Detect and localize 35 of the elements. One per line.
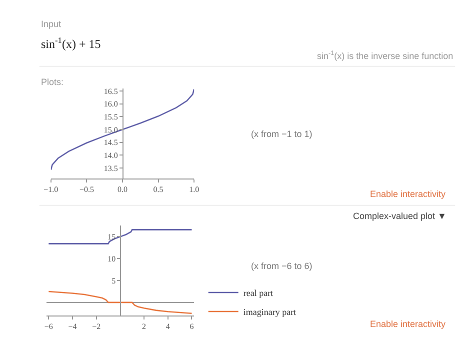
x-tick-label: 6	[190, 322, 194, 332]
text: Enable interactivity	[370, 189, 446, 199]
y-tick-label: 14.5	[104, 138, 118, 148]
x-tick-label: −2	[92, 322, 101, 332]
x-tick-label: −4	[68, 322, 77, 332]
text: Input	[41, 19, 62, 29]
y-tick-label: 16.0	[104, 100, 118, 109]
x-tick-label: −6	[44, 322, 53, 332]
text: sin$^{-1}$(x) is the inverse sine function	[317, 50, 454, 61]
line-series	[50, 88, 194, 170]
text: sin$^{-1}$(x) + 15	[41, 36, 101, 52]
line-series	[48, 290, 192, 314]
x-tick-label: 0.0	[118, 184, 128, 194]
legend-label: imaginary part	[243, 307, 297, 318]
text: (x from −6 to 6)	[251, 261, 312, 271]
y-tick-label: 15	[108, 232, 116, 242]
line-series	[48, 229, 192, 244]
y-tick-label: 14.0	[104, 150, 118, 160]
x-tick-label: 1.0	[189, 184, 200, 194]
y-tick-label: 13.5	[104, 164, 118, 173]
y-tick-label: 16.5	[104, 86, 118, 96]
x-tick-label: 0.5	[153, 184, 164, 194]
x-tick-label: −0.5	[79, 184, 94, 194]
x-tick-label: 4	[166, 322, 170, 332]
x-tick-label: −1.0	[44, 184, 58, 194]
text: (x from −1 to 1)	[251, 129, 312, 139]
text: Plots:	[41, 77, 64, 87]
y-tick-label: 15.0	[104, 125, 118, 134]
y-tick-label: 10	[108, 254, 116, 264]
y-tick-label: 5	[112, 276, 116, 286]
text: Complex-valued plot ▼	[353, 211, 446, 221]
legend-label: real part	[243, 288, 274, 298]
y-tick-label: 15.5	[104, 112, 118, 122]
x-tick-label: 2	[142, 322, 146, 332]
text: Enable interactivity	[370, 319, 446, 329]
